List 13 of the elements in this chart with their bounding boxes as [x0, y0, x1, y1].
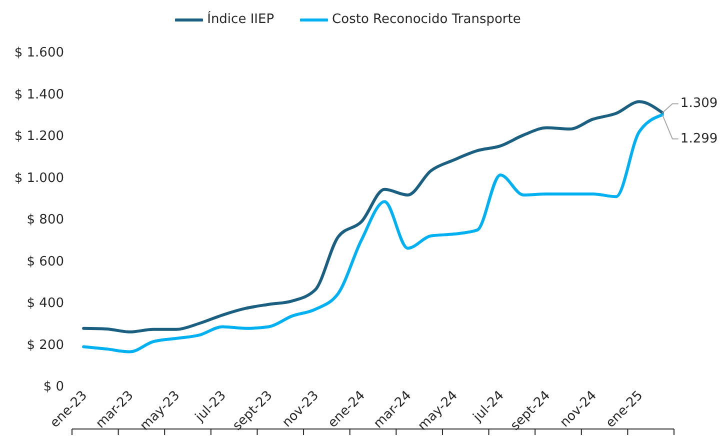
y-tick-label: $ 1.000 [14, 170, 64, 186]
legend-label: Índice IIEP [206, 12, 274, 27]
data-label: 1.299 [680, 131, 718, 146]
y-tick-label: $ 800 [26, 212, 64, 228]
y-tick-label: $ 0 [43, 380, 64, 395]
y-tick-label: $ 200 [26, 338, 64, 353]
y-tick-label: $ 600 [26, 254, 64, 270]
y-tick-label: $ 1.400 [14, 87, 64, 102]
data-label: 1.309 [680, 96, 718, 112]
y-tick-label: $ 1.200 [14, 129, 64, 144]
legend-label: Costo Reconocido Transporte [331, 12, 521, 27]
y-tick-label: $ 1.600 [14, 46, 64, 61]
y-tick-label: $ 400 [26, 296, 64, 312]
